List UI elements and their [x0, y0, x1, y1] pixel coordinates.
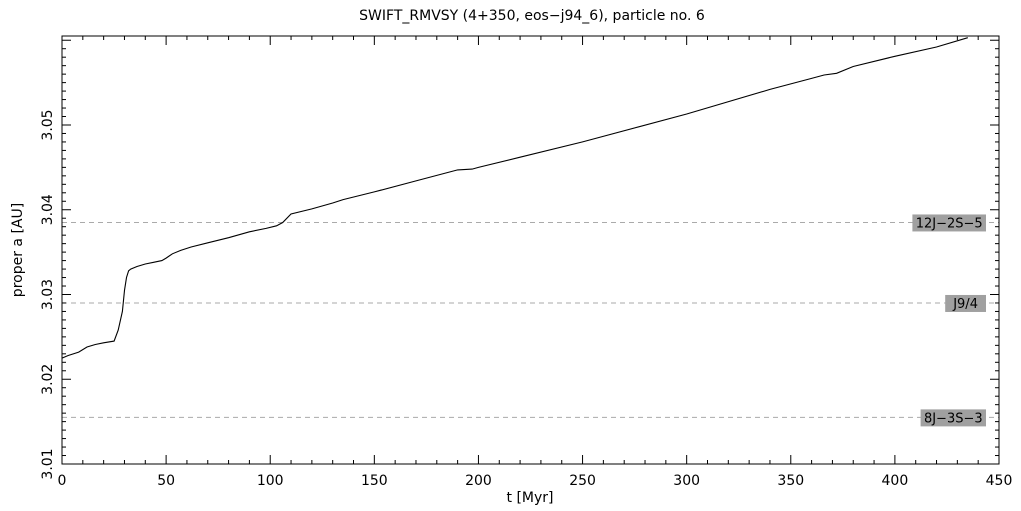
series-line	[61, 37, 968, 359]
y-axis: 3.01 3.02 3.03 3.04 3.05	[40, 39, 999, 480]
y-tick-label: 3.02	[40, 364, 56, 395]
resonance-label: J9/4	[952, 297, 978, 312]
x-tick-label: 250	[569, 473, 596, 489]
x-axis: 0 50 100 150 200 250 300 350 400 450	[58, 36, 1013, 489]
resonance-label: 12J−2S−5	[916, 216, 983, 231]
y-axis-label: proper a [AU]	[10, 203, 26, 297]
resonance-label-box	[920, 409, 986, 427]
plot-frame	[61, 35, 1000, 465]
x-tick-label: 400	[882, 473, 909, 489]
y-tick-label: 3.05	[40, 109, 56, 140]
resonance-label-box	[945, 294, 986, 312]
resonance-label: 8J−3S−3	[924, 411, 983, 426]
chart-title: SWIFT_RMVSY (4+350, eos−j94_6), particle…	[359, 8, 705, 24]
x-tick-label: 450	[986, 473, 1013, 489]
x-tick-label: 150	[361, 473, 388, 489]
y-tick-label: 3.03	[40, 279, 56, 310]
y-tick-label: 3.04	[40, 194, 56, 225]
x-tick-label: 300	[673, 473, 700, 489]
resonance-label-box	[912, 214, 986, 232]
x-axis-label: t [Myr]	[507, 490, 554, 506]
resonance-labels: 12J−2S−5 J9/4 8J−3S−3	[912, 214, 986, 427]
x-tick-label: 0	[58, 473, 67, 489]
x-tick-label: 350	[777, 473, 804, 489]
resonance-lines	[62, 221, 999, 418]
y-tick-label: 3.01	[40, 448, 56, 479]
x-tick-label: 50	[157, 473, 175, 489]
x-tick-label: 100	[257, 473, 284, 489]
x-tick-label: 200	[465, 473, 492, 489]
